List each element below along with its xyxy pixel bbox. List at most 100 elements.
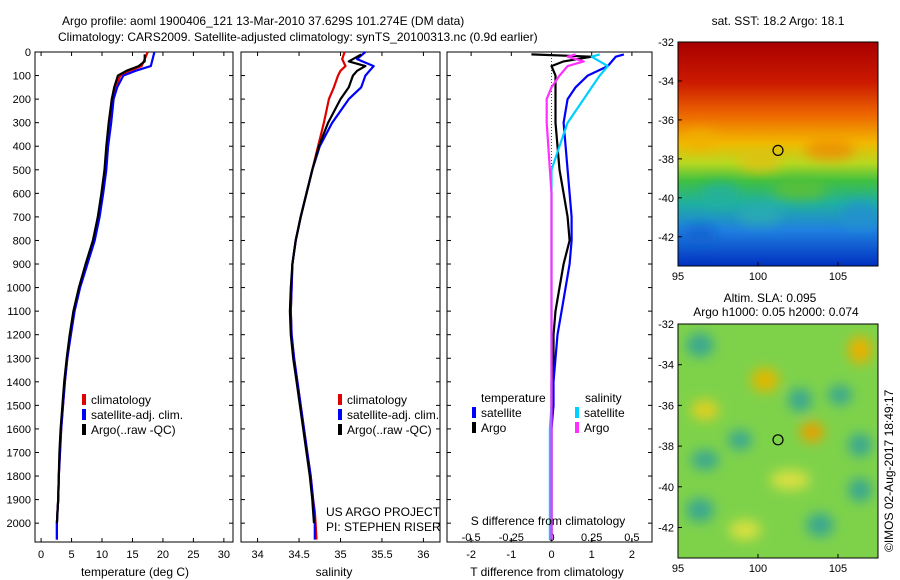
temp-legend-swatch [82, 394, 86, 405]
map-xtick-label: 100 [749, 563, 767, 575]
sal-diff-tick-label: 0.25 [581, 532, 602, 544]
temp-xtick-label: 10 [96, 549, 108, 561]
sla-float-marker [772, 434, 784, 446]
map-ytick-label: -40 [658, 193, 674, 205]
sal-legend-swatch [338, 409, 342, 420]
sal-frame [240, 51, 441, 543]
diff-line-salinity-argo [545, 53, 585, 540]
sal-xtick-label: 34 [251, 549, 263, 561]
depth-tick-label: 400 [13, 141, 31, 153]
sal-line-argo-raw-qc- [288, 53, 367, 524]
diff-legend-swatch [575, 422, 579, 433]
sal-diff-tick-label: -0.25 [499, 532, 524, 544]
map-ytick-label: -36 [658, 115, 674, 127]
sal-xtick-label: 35.5 [371, 549, 392, 561]
diff-legend-swatch [472, 422, 476, 433]
depth-tick-label: 1300 [7, 353, 31, 365]
sal-legend-label: Argo(..raw -QC) [347, 423, 432, 437]
depth-tick-label: 2000 [7, 518, 31, 530]
temp-line-climatology [55, 51, 149, 540]
diff-xtick-label: -2 [466, 549, 476, 561]
map-ytick-label: -34 [658, 360, 674, 372]
diff-xlabel-top: S difference from climatology [471, 514, 626, 528]
diff-xlabel: T difference from climatology [470, 565, 624, 579]
title-line-1: Argo profile: aoml 1900406_121 13-Mar-20… [62, 14, 464, 28]
sal-line-climatology [289, 51, 347, 540]
salinity-panel: 34 34.5 35 35.5 36 climatologysatellite-adj. … [240, 51, 441, 561]
temp-legend-label: satellite-adj. clim. [91, 408, 183, 422]
temp-legend-swatch [82, 424, 86, 435]
temp-frame [34, 51, 234, 543]
temp-xtick-label: 30 [218, 549, 230, 561]
depth-tick-label: 1900 [7, 495, 31, 507]
map-ytick-label: -42 [658, 522, 674, 534]
map-ytick-label: -40 [658, 482, 674, 494]
sal-xtick-label: 35 [334, 549, 346, 561]
depth-tick-label: 0 [25, 47, 31, 59]
depth-tick-label: 1500 [7, 400, 31, 412]
temp-xtick-label: 20 [157, 549, 169, 561]
depth-tick-label: 1800 [7, 471, 31, 483]
sst-map: sat. SST: 18.2 Argo: 18.1 95 100 105 -32 -34… [658, 14, 879, 283]
sal-xlabel: salinity [316, 565, 353, 579]
credit-pi: PI: STEPHEN RISER [326, 520, 441, 534]
map-ytick-label: -36 [658, 400, 674, 412]
sal-diff-tick-label: 0.5 [624, 532, 639, 544]
diff-frame [446, 51, 653, 543]
depth-tick-label: 500 [13, 165, 31, 177]
depth-tick-label: 600 [13, 188, 31, 200]
depth-tick-label: 200 [13, 94, 31, 106]
depth-tick-label: 1600 [7, 424, 31, 436]
temp-legend-label: climatology [91, 393, 151, 407]
sla-map: Altim. SLA: 0.095 Argo h1000: 0.05 h2000… [658, 291, 879, 575]
sst-map-title: sat. SST: 18.2 Argo: 18.1 [712, 14, 845, 28]
sst-float-marker [772, 144, 784, 156]
map-ytick-label: -38 [658, 154, 674, 166]
sal-legend-label: climatology [347, 393, 407, 407]
diff-xtick-label: 1 [589, 549, 595, 561]
temp-xtick-label: 25 [187, 549, 199, 561]
depth-tick-label: 700 [13, 212, 31, 224]
depth-tick-label: 1000 [7, 283, 31, 295]
map-ytick-label: -42 [658, 232, 674, 244]
depth-tick-label: 800 [13, 235, 31, 247]
depth-tick-label: 1100 [7, 306, 31, 318]
diff-legend-swatch [472, 407, 476, 418]
sal-line-satellite-adj-clim- [289, 51, 375, 540]
sal-xtick-label: 36 [417, 549, 429, 561]
map-ytick-label: -32 [658, 37, 674, 49]
sal-legend-label: satellite-adj. clim. [347, 408, 439, 422]
difference-panel: -2-1012-0.5-0.2500.250.5temperaturesalin… [446, 51, 653, 561]
depth-tick-label: 100 [13, 71, 31, 83]
diff-legend-label: satellite [584, 406, 625, 420]
sal-xtick-label: 34.5 [288, 549, 309, 561]
depth-tick-label: 900 [13, 259, 31, 271]
legend-title-temperature: temperature [481, 391, 546, 405]
temp-xtick-label: 15 [126, 549, 138, 561]
map-ytick-label: -34 [658, 76, 674, 88]
sla-map-subtitle: Argo h1000: 0.05 h2000: 0.074 [693, 305, 859, 319]
diff-legend-swatch [575, 407, 579, 418]
map-xtick-label: 95 [672, 563, 684, 575]
diff-legend-label: Argo [584, 421, 610, 435]
credit-project: US ARGO PROJECT [326, 505, 441, 519]
temp-xtick-label: 5 [68, 549, 74, 561]
footer-timestamp: ©IMOS 02-Aug-2017 18:49:17 [882, 389, 896, 552]
diff-legend-label: satellite [481, 406, 522, 420]
map-xtick-label: 95 [672, 271, 684, 283]
temp-xlabel: temperature (deg C) [81, 565, 189, 579]
temp-legend-label: Argo(..raw -QC) [91, 423, 176, 437]
temp-legend-swatch [82, 409, 86, 420]
depth-tick-label: 1700 [7, 447, 31, 459]
diff-xtick-label: -1 [506, 549, 516, 561]
temp-line-satellite-adj-clim- [55, 51, 156, 540]
map-xtick-label: 105 [829, 271, 847, 283]
sal-diff-tick-label: -0.5 [462, 532, 481, 544]
map-xtick-label: 105 [829, 563, 847, 575]
sal-legend-swatch [338, 424, 342, 435]
sla-map-title: Altim. SLA: 0.095 [724, 291, 817, 305]
depth-tick-label: 1400 [7, 377, 31, 389]
depth-tick-label: 300 [13, 118, 31, 130]
temp-line-argo-raw-qc- [55, 54, 146, 524]
